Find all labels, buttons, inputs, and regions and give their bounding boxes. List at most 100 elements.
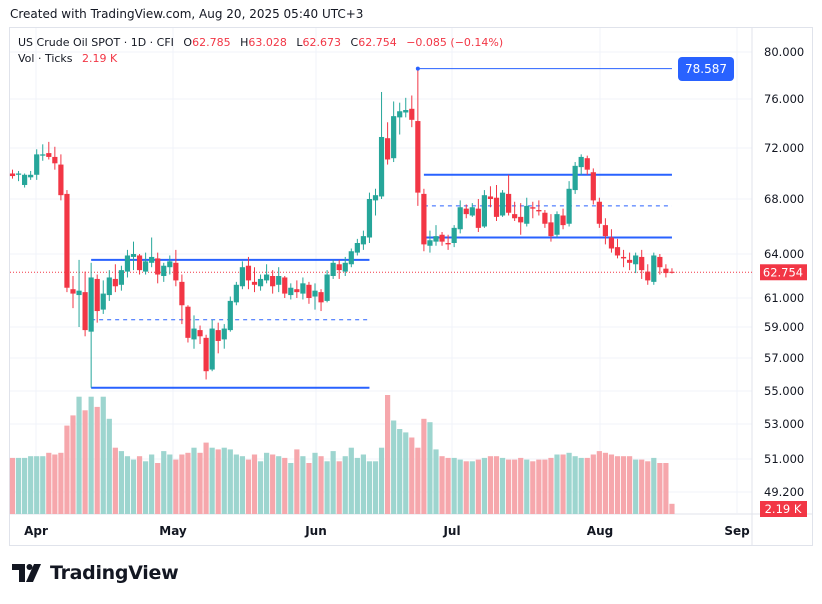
volume-bar	[300, 456, 306, 514]
candle-body	[94, 278, 100, 312]
candle-body	[288, 287, 294, 296]
candle	[457, 200, 463, 234]
candle-body	[506, 193, 512, 213]
candle-body	[282, 277, 288, 294]
candle-body	[88, 277, 94, 332]
candle-body	[651, 255, 657, 282]
candle-body	[106, 277, 112, 296]
candle-body	[348, 251, 354, 265]
volume-bar	[209, 447, 215, 514]
candle-body	[276, 276, 282, 285]
volume-bar	[64, 425, 70, 514]
candle	[348, 248, 354, 268]
candle-body	[9, 173, 16, 177]
volume-bar	[173, 459, 179, 514]
candle-body	[360, 236, 366, 245]
volume-bar	[70, 415, 76, 514]
volume-bar	[596, 451, 602, 514]
candle-body	[378, 136, 385, 197]
candle	[530, 201, 536, 219]
candle-body	[197, 330, 203, 337]
volume-bar	[548, 457, 554, 514]
candle-body	[427, 240, 433, 246]
volume-bar	[239, 456, 245, 514]
candle	[572, 162, 578, 194]
volume-bar	[179, 454, 185, 514]
candle-body	[306, 284, 312, 298]
volume-bar	[215, 449, 221, 514]
price-axis-label: 53.000	[764, 417, 804, 431]
candle-body	[46, 153, 52, 157]
price-axis: 80.000 76.000 72.000 68.000 64.000 61.000 59.0…	[760, 45, 807, 517]
volume-bar	[602, 452, 608, 514]
volume-bar	[336, 461, 342, 514]
chart-frame	[9, 27, 813, 546]
volume-bar	[560, 454, 566, 514]
volume-bar	[118, 451, 124, 514]
volume-bar	[439, 456, 445, 514]
volume-bar	[645, 461, 651, 514]
candle	[427, 230, 433, 253]
candle	[372, 188, 379, 216]
candle-body	[76, 290, 82, 296]
candle	[276, 267, 282, 293]
candle-body	[481, 195, 487, 227]
volume-bar	[294, 449, 300, 514]
volume-bar	[124, 456, 131, 514]
last-volume-tag	[760, 501, 807, 517]
candle	[560, 208, 566, 230]
volume-bar	[88, 396, 94, 514]
price-axis-label: 68.000	[764, 192, 804, 206]
candle	[118, 265, 124, 291]
volume-bar	[620, 456, 627, 514]
candle-body	[421, 193, 427, 245]
high-value: 63.028	[248, 36, 287, 49]
candle-body	[161, 265, 167, 276]
candle-body	[657, 256, 663, 268]
candle	[179, 274, 185, 325]
candle	[15, 170, 22, 182]
candle-body	[493, 197, 500, 217]
candle-body	[524, 205, 530, 224]
price-axis-label: 64.000	[764, 247, 804, 261]
candle-body	[403, 110, 409, 113]
candle-body	[251, 281, 258, 285]
volume-bar	[251, 454, 258, 514]
volume-bar	[633, 459, 639, 514]
symbol-title[interactable]: US Crude Oil SPOT · 1D · CFI	[18, 36, 174, 49]
volume-label[interactable]: Vol · Ticks	[18, 52, 73, 65]
volume-bar	[143, 461, 149, 514]
candle	[330, 259, 336, 279]
volume-value: 2.19 K	[82, 52, 118, 65]
candle-body	[512, 214, 518, 219]
candle-body	[130, 254, 137, 257]
volume-bar	[46, 452, 52, 514]
volume-bar	[342, 456, 348, 514]
candle-body	[584, 158, 590, 170]
candle	[52, 146, 58, 170]
volume-bar	[155, 463, 161, 514]
tradingview-logo[interactable]: TradingView	[12, 562, 179, 584]
candle-body	[457, 207, 463, 230]
volume-bar	[403, 432, 409, 514]
candle	[221, 324, 227, 349]
volume-bar	[52, 454, 58, 514]
candle	[100, 280, 106, 314]
candle-body	[70, 289, 76, 294]
high-label: H	[240, 36, 249, 49]
last-price-tag	[760, 264, 807, 281]
candle	[536, 200, 542, 216]
candle-body	[620, 256, 627, 259]
candle	[342, 256, 348, 276]
candle	[584, 155, 590, 175]
volume-bar	[161, 451, 167, 514]
volume-bar	[663, 463, 669, 514]
volume-bar	[28, 456, 34, 514]
candle-body	[578, 156, 584, 168]
candle	[28, 170, 34, 180]
candle	[493, 184, 500, 221]
candle	[34, 149, 40, 180]
candle	[136, 254, 143, 275]
candle	[130, 241, 137, 271]
